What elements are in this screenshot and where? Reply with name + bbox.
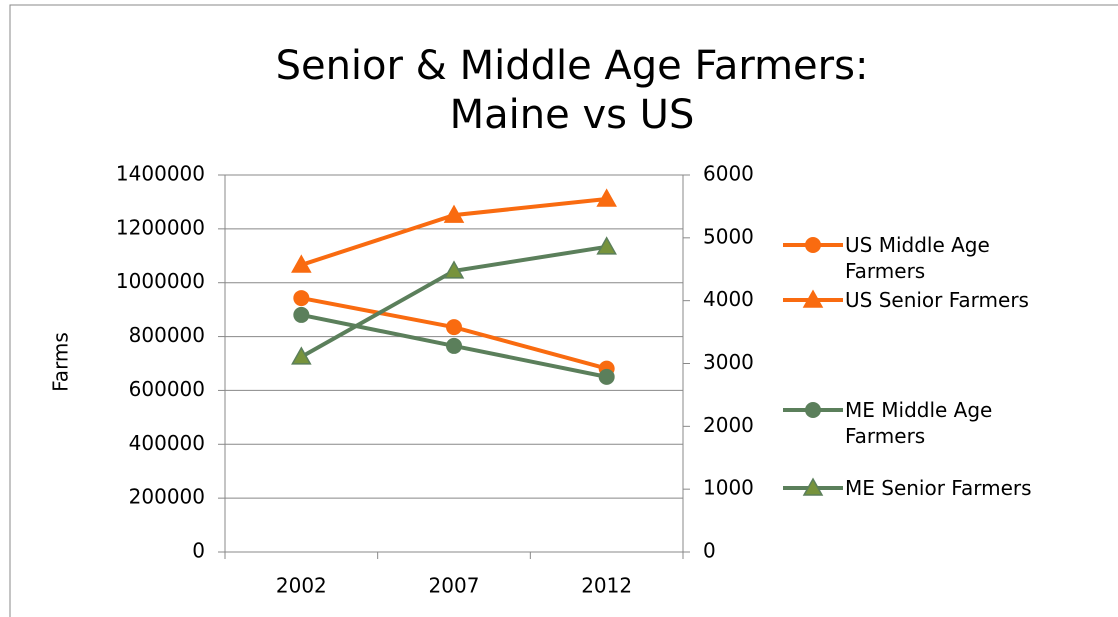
legend-label: ME Senior Farmers <box>845 476 1032 500</box>
y-tick-label: 600000 <box>129 377 205 401</box>
y2-tick-label: 2000 <box>703 413 754 437</box>
y2-tick-label: 5000 <box>703 224 754 248</box>
point <box>293 306 310 323</box>
legend-label: US Middle Age Farmers <box>845 233 990 283</box>
point <box>291 346 312 365</box>
y-axis-label: Farms <box>49 332 73 392</box>
y-tick-label: 1200000 <box>116 215 205 239</box>
point <box>805 402 821 418</box>
y2-tick-label: 4000 <box>703 287 754 311</box>
point <box>446 337 462 354</box>
y-tick-label: 400000 <box>129 431 205 455</box>
point <box>293 290 310 307</box>
y2-tick-label: 1000 <box>703 476 754 500</box>
x-tick-label: 2012 <box>581 574 632 598</box>
chart-title: Senior & Middle Age Farmers: Maine vs US <box>275 43 869 138</box>
point <box>805 237 821 253</box>
frame <box>9 4 1118 617</box>
y2-tick-label: 6000 <box>703 162 754 186</box>
y-tick-label: 0 <box>192 539 205 563</box>
x-tick-label: 2002 <box>276 574 327 598</box>
x-tick-label: 2007 <box>429 574 480 598</box>
point <box>443 204 465 223</box>
legend-label: US Senior Farmers <box>845 288 1029 312</box>
point <box>446 319 462 336</box>
y-tick-label: 1400000 <box>116 162 205 186</box>
point <box>291 254 312 273</box>
y2-tick-label: 3000 <box>703 350 754 374</box>
point <box>596 236 617 255</box>
point <box>802 477 824 496</box>
y-tick-label: 1000000 <box>116 269 205 293</box>
point <box>596 188 617 207</box>
point <box>802 289 824 308</box>
y2-tick-label: 0 <box>703 539 716 563</box>
legend-label: ME Middle Age Farmers <box>845 398 993 448</box>
point <box>443 260 465 279</box>
y-tick-label: 800000 <box>129 323 205 347</box>
y-tick-label: 200000 <box>129 485 205 509</box>
point <box>598 368 615 385</box>
